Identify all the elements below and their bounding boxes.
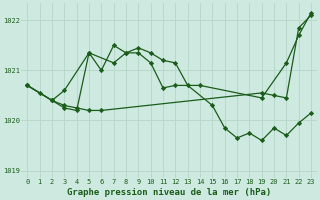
X-axis label: Graphe pression niveau de la mer (hPa): Graphe pression niveau de la mer (hPa) [67, 188, 271, 197]
